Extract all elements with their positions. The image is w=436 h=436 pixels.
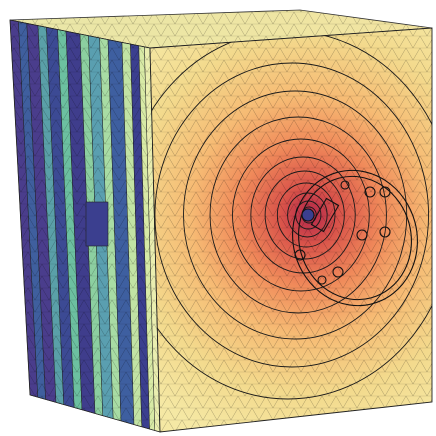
contour [287, 192, 328, 238]
top-mesh [10, 10, 432, 48]
contour [154, 62, 430, 368]
front-mesh [150, 28, 432, 432]
contour [232, 138, 370, 292]
coil [292, 169, 418, 307]
left-mesh [9, 19, 161, 433]
contour [209, 116, 387, 314]
port [85, 201, 109, 247]
contour [276, 182, 336, 248]
contour [264, 170, 345, 260]
